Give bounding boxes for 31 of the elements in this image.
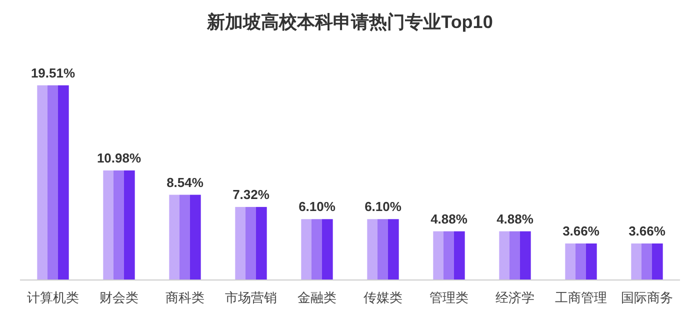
bar [631, 243, 663, 280]
x-tick-label: 管理类 [430, 290, 468, 305]
bar [235, 206, 267, 280]
bar [367, 219, 399, 280]
data-label: 4.88% [430, 211, 468, 226]
x-tick-label: 计算机类 [27, 290, 79, 305]
bar [301, 219, 333, 280]
x-tick-label: 国际商务 [621, 290, 673, 305]
x-tick-label: 传媒类 [364, 290, 402, 305]
x-tick-label: 工商管理 [555, 290, 607, 305]
data-label: 3.66% [562, 223, 600, 238]
data-label: 8.54% [166, 174, 204, 190]
bar [433, 231, 465, 280]
x-tick-label: 经济学 [496, 290, 534, 305]
x-tick-label: 市场营销 [225, 290, 277, 305]
data-label: 3.66% [628, 223, 666, 238]
data-label: 6.10% [298, 199, 336, 214]
bar [37, 85, 69, 280]
data-label: 6.10% [364, 199, 402, 214]
data-label: 7.32% [232, 186, 270, 202]
x-tick-label: 财会类 [100, 290, 138, 305]
x-tick-label: 商科类 [166, 290, 204, 305]
data-label: 10.98% [96, 150, 142, 166]
data-label: 4.88% [496, 211, 534, 226]
bar [103, 170, 135, 280]
bar [169, 194, 201, 280]
data-label: 19.51% [30, 65, 76, 80]
bar [565, 243, 597, 280]
x-tick-label: 金融类 [298, 290, 336, 305]
chart-title: 新加坡高校本科申请热门专业Top10 [206, 12, 493, 32]
bar [499, 231, 531, 280]
